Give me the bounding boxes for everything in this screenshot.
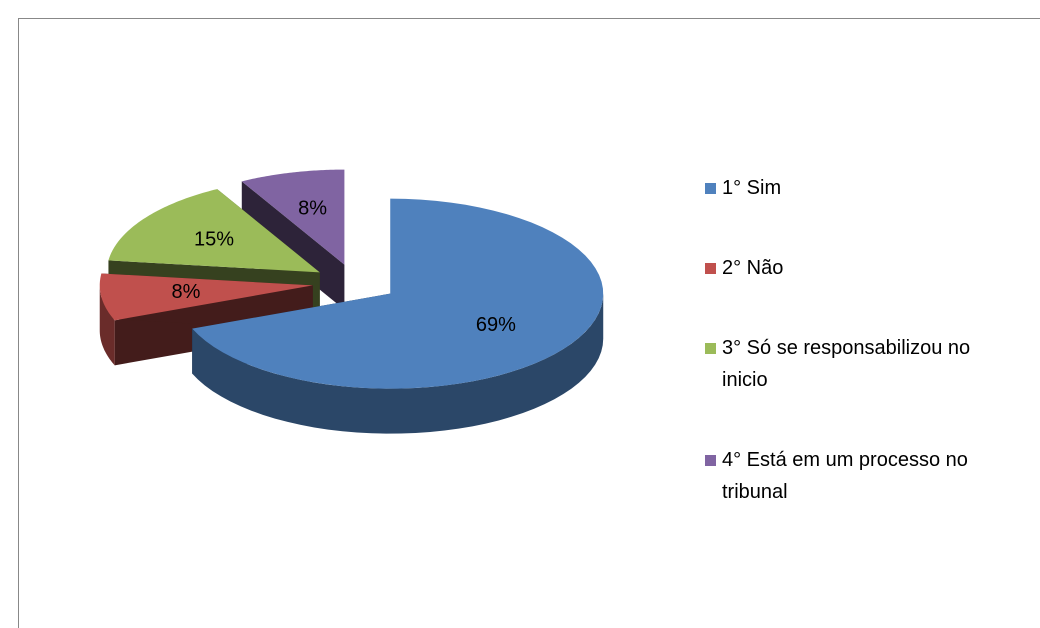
slice-top: [108, 189, 320, 273]
slice: [99, 273, 313, 366]
data-label: 15%: [194, 229, 234, 251]
legend-label: 3° Só se responsabilizou no inicio: [722, 337, 971, 391]
slice-side: [192, 293, 604, 434]
legend-item: 4° Está em um processo no tribunal: [705, 444, 1015, 508]
border: [18, 18, 1040, 628]
legend-swatch: [705, 343, 716, 354]
legend-item: 2° Não: [705, 252, 1015, 284]
slice: [192, 198, 604, 434]
legend: 1° Sim 2° Não 3° Só se responsabilizou no …: [705, 172, 1015, 556]
data-label: 69%: [476, 314, 516, 336]
legend-label: 4° Está em um processo no tribunal: [722, 449, 968, 503]
slice-top: [241, 169, 345, 265]
legend-swatch: [705, 263, 716, 274]
legend-swatch: [705, 183, 716, 194]
legend-swatch: [705, 455, 716, 466]
legend-label: 1° Sim: [722, 177, 782, 199]
slice-side: [99, 285, 115, 366]
legend-item: 1° Sim: [705, 172, 1015, 204]
data-label: 8%: [171, 281, 200, 303]
slice-top: [99, 273, 313, 321]
slice-top: [192, 198, 604, 389]
data-label: 8%: [298, 198, 327, 220]
legend-label: 2° Não: [722, 257, 784, 279]
legend-item: 3° Só se responsabilizou no inicio: [705, 332, 1015, 396]
